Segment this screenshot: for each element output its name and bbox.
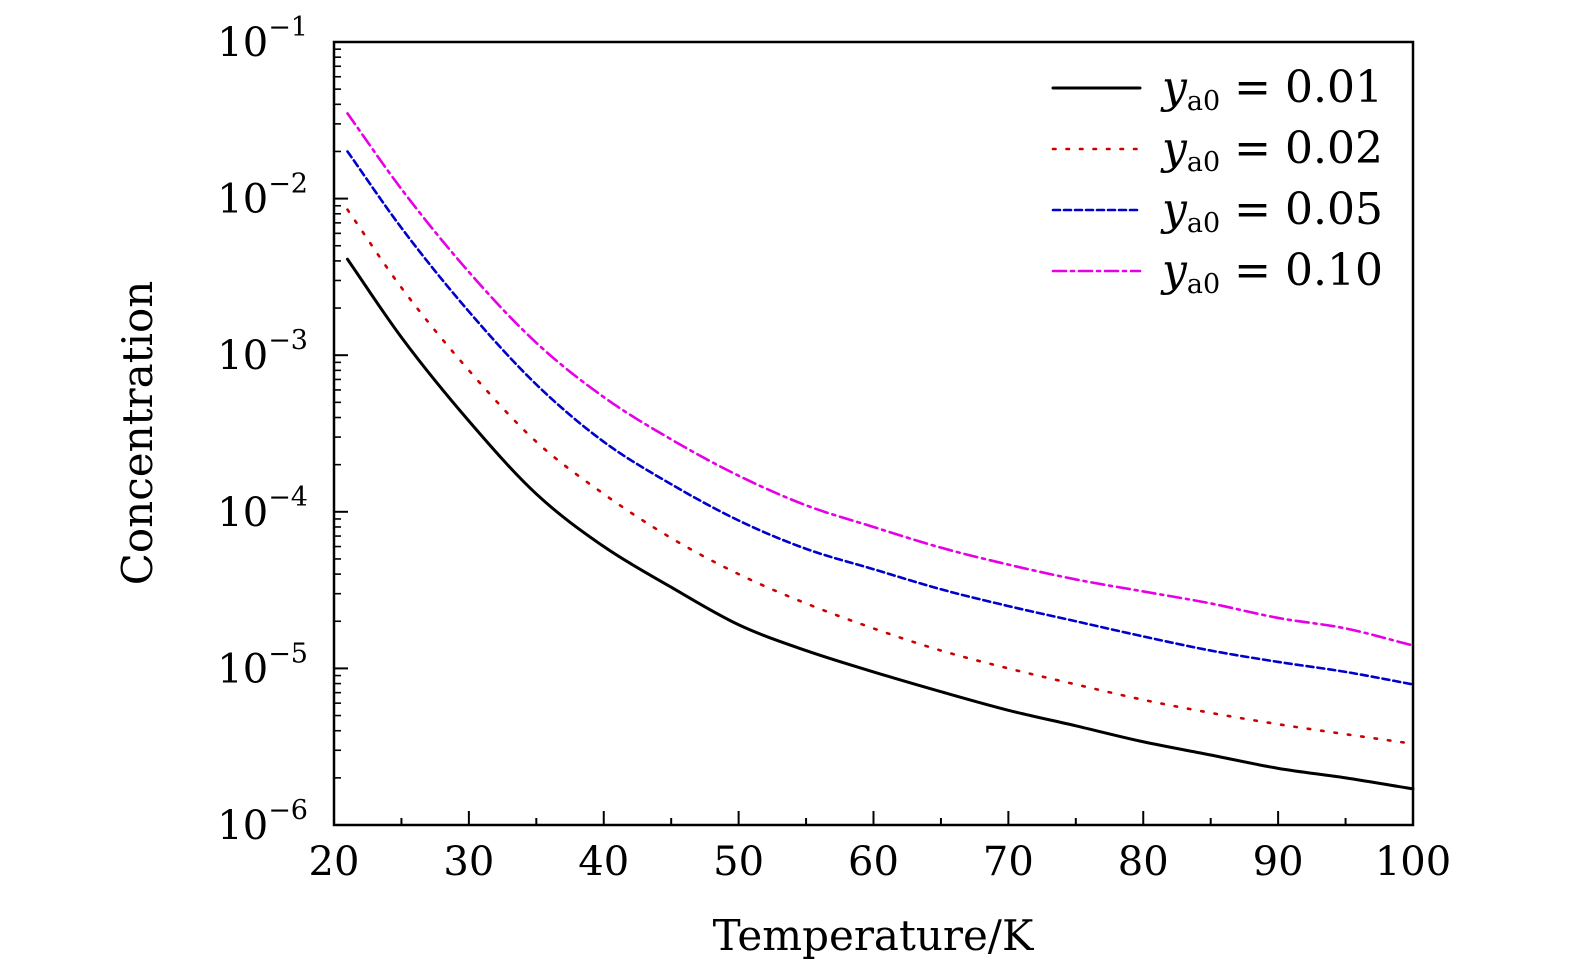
x-tick-label: 30 [443,839,494,885]
y-tick-label: 10−6 [217,795,308,849]
legend-entry: ya0 = 0.05 [1160,184,1383,239]
legend-entry: ya0 = 0.01 [1160,62,1383,117]
series-line-4 [346,112,1415,647]
y-tick-label: 10−5 [217,638,308,692]
y-tick-label: 10−4 [217,482,308,536]
x-tick-label: 60 [848,839,899,885]
series-line-3 [346,150,1415,686]
series-line-1 [345,257,1415,791]
legend-entry: ya0 = 0.10 [1160,245,1383,300]
legend: ya0 = 0.01 ya0 = 0.02 ya0 = 0.05 ya0 = 0.10 [1051,62,1383,300]
x-tick-label: 70 [983,839,1034,885]
y-tick-label: 10−2 [217,169,308,223]
y-axis-label: Concentration [113,281,162,586]
x-tick-label: 100 [1375,839,1451,885]
legend-entry: ya0 = 0.02 [1160,123,1383,178]
y-tick-label: 10−3 [217,325,308,379]
y-tick-labels: 10−6 10−5 10−4 10−3 10−2 10−1 [217,12,308,849]
x-tick-label: 90 [1253,839,1304,885]
x-tick-labels: 20 30 40 50 60 70 80 90 100 [309,839,1452,885]
axis-ticks [333,41,1414,826]
x-axis-label: Temperature/K [713,911,1035,960]
x-tick-label: 80 [1118,839,1169,885]
x-tick-label: 20 [309,839,360,885]
series-lines [345,112,1415,791]
y-tick-label: 10−1 [217,12,308,66]
x-tick-label: 40 [578,839,629,885]
x-tick-label: 50 [713,839,764,885]
series-line-2 [346,208,1415,746]
